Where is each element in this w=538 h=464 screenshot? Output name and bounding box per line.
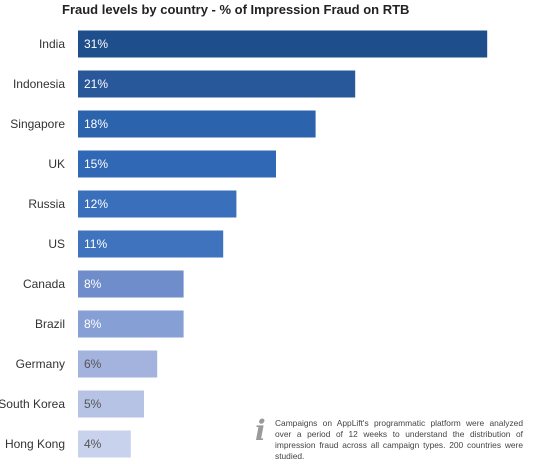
value-label: 21% bbox=[84, 77, 108, 91]
value-label: 31% bbox=[84, 37, 108, 51]
category-label: Brazil bbox=[35, 317, 65, 331]
category-label: India bbox=[39, 37, 65, 51]
category-label: Indonesia bbox=[13, 77, 65, 91]
bar bbox=[78, 150, 276, 178]
category-label: Hong Kong bbox=[5, 437, 65, 451]
bar bbox=[78, 190, 237, 218]
footnote-text: Campaigns on AppLift's programmatic plat… bbox=[275, 418, 523, 461]
category-label: South Korea bbox=[0, 397, 65, 411]
bar bbox=[78, 350, 158, 378]
category-label: Canada bbox=[23, 277, 65, 291]
bar bbox=[78, 30, 488, 58]
bar bbox=[78, 390, 144, 418]
value-label: 15% bbox=[84, 157, 108, 171]
value-label: 11% bbox=[84, 237, 107, 251]
bar bbox=[78, 270, 184, 298]
category-label: Germany bbox=[16, 357, 65, 371]
info-icon: i bbox=[255, 414, 266, 447]
value-label: 5% bbox=[84, 397, 102, 411]
bar bbox=[78, 70, 356, 98]
value-label: 8% bbox=[84, 277, 102, 291]
chart-title: Fraud levels by country - % of Impressio… bbox=[62, 2, 410, 17]
value-label: 4% bbox=[84, 437, 102, 451]
value-label: 8% bbox=[84, 317, 102, 331]
footnote: i Campaigns on AppLift's programmatic pl… bbox=[255, 414, 523, 462]
value-label: 18% bbox=[84, 117, 108, 131]
bar bbox=[78, 310, 184, 338]
bar bbox=[78, 230, 224, 258]
category-label: UK bbox=[48, 157, 65, 171]
category-label: US bbox=[48, 237, 65, 251]
bar bbox=[78, 110, 316, 138]
bar bbox=[78, 430, 131, 458]
value-label: 12% bbox=[84, 197, 108, 211]
value-label: 6% bbox=[84, 357, 102, 371]
category-label: Russia bbox=[28, 197, 65, 211]
category-label: Singapore bbox=[10, 117, 65, 131]
